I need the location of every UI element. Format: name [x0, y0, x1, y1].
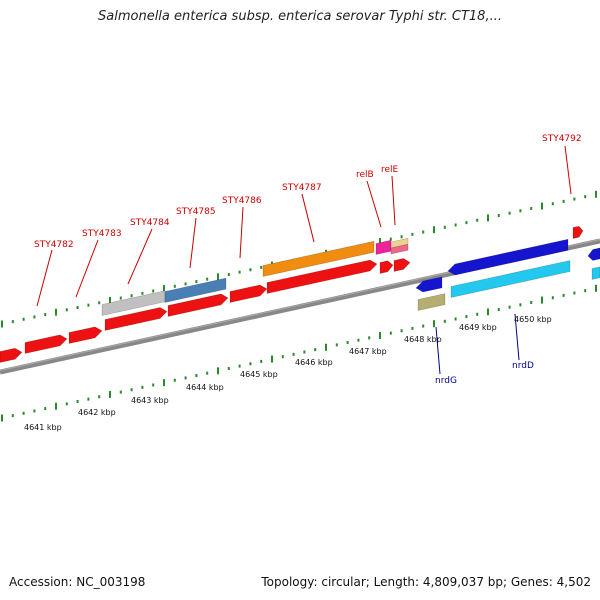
gene-arrow-rev [415, 276, 443, 293]
gene-arrow-rev [587, 247, 600, 261]
gene-arrow-fwd [104, 307, 168, 331]
leader-line [189, 217, 197, 269]
label-relb: relB [356, 170, 374, 180]
gene-arrow-fwd [68, 326, 103, 344]
gene-cyan [450, 260, 571, 298]
kbp-label-4643: 4643 kbp [131, 396, 169, 405]
kbp-label-4649: 4649 kbp [459, 323, 497, 332]
genome-summary-text: Topology: circular; Length: 4,809,037 bp… [261, 575, 591, 589]
label-sty4782: STY4782 [34, 240, 74, 250]
leader-line [564, 145, 572, 195]
leader-line [366, 180, 382, 228]
gene-arrow-fwd [167, 293, 229, 317]
gene-arrow-rev [447, 238, 569, 276]
gene-arrow-fwd [0, 347, 23, 363]
leader-line [239, 206, 244, 259]
gene-khaki [417, 293, 446, 311]
label-sty4783: STY4783 [82, 229, 122, 239]
bottom-tick-track [1, 284, 597, 422]
kbp-label-4648: 4648 kbp [404, 335, 442, 344]
kbp-label-4650: 4650 kbp [514, 315, 552, 324]
leader-line [435, 326, 441, 375]
gene-orange [262, 240, 375, 277]
gene-arrow-fwd [266, 259, 378, 294]
label-rele: relE [381, 165, 399, 175]
label-nrdd: nrdD [512, 361, 534, 371]
gene-features [0, 225, 600, 363]
gene-arrow-fwd [229, 284, 268, 303]
kbp-label-4645: 4645 kbp [240, 370, 278, 379]
kbp-label-4644: 4644 kbp [186, 383, 224, 392]
gene-pink [375, 239, 392, 255]
label-nrdg: nrdG [435, 376, 457, 386]
leader-line [75, 239, 99, 298]
gene-cyan [591, 266, 600, 280]
kbp-label-4641: 4641 kbp [24, 423, 62, 432]
label-sty4787: STY4787 [282, 183, 322, 193]
accession-text: Accession: NC_003198 [9, 575, 146, 589]
label-sty4792: STY4792 [542, 134, 582, 144]
label-sty4786: STY4786 [222, 196, 262, 206]
kbp-label-4642: 4642 kbp [78, 408, 116, 417]
gene-arrow-fwd [379, 260, 394, 274]
map-title: Salmonella enterica subsp. enterica sero… [98, 9, 502, 24]
leader-line [391, 175, 396, 226]
gene-arrow-fwd [572, 225, 584, 239]
gene-steel [164, 277, 227, 303]
label-sty4785: STY4785 [176, 207, 216, 217]
leader-line [514, 313, 520, 361]
leader-line [127, 228, 153, 285]
kbp-label-4646: 4646 kbp [295, 358, 333, 367]
label-sty4784: STY4784 [130, 218, 170, 228]
gene-arrow-fwd [24, 334, 68, 354]
gene-pink-light [390, 243, 409, 255]
leader-line [36, 249, 53, 307]
leader-line [301, 193, 315, 243]
kbp-label-4647: 4647 kbp [349, 347, 387, 356]
label-leaders [36, 145, 572, 375]
gene-arrow-fwd [393, 258, 411, 272]
